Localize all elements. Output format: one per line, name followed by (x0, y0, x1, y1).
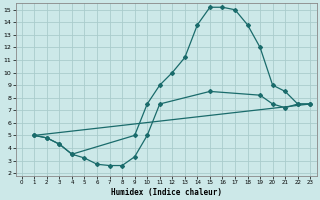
X-axis label: Humidex (Indice chaleur): Humidex (Indice chaleur) (110, 188, 221, 197)
